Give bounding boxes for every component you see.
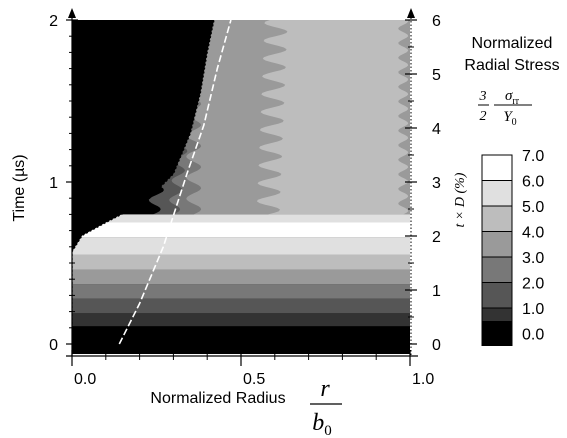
- colorbar-title-line1: Normalized: [472, 35, 553, 52]
- y-right-tick-label: 4: [432, 121, 441, 138]
- colorbar-level-label: 6.0: [522, 174, 544, 191]
- x-fraction-den-symbol: b: [312, 410, 324, 436]
- axes: [66, 8, 418, 357]
- x-tick-label: 0.5: [243, 371, 265, 388]
- colorbar-level-label: 5.0: [522, 199, 544, 216]
- contour-band-8: [72, 214, 410, 223]
- y-right-tick-label: 2: [432, 229, 441, 246]
- y-right-tick-label: 3: [432, 175, 441, 192]
- formula-numerator: σrr: [505, 88, 520, 107]
- x-axis-fraction: r b0: [310, 376, 342, 438]
- y-left-tick-label: 2: [49, 13, 58, 30]
- contour-front-2: [398, 20, 410, 215]
- colorbar-level-label: 0.0: [522, 327, 544, 344]
- x-fraction-denominator: b0: [312, 410, 332, 438]
- formula-y-subscript: 0: [512, 117, 517, 128]
- y-right-tick-label: 6: [432, 13, 441, 30]
- y-right-tick-label: 5: [432, 67, 441, 84]
- formula-y: Y: [503, 109, 513, 125]
- x-fraction-den-subscript: 0: [324, 423, 332, 438]
- contour-band-3: [72, 284, 410, 299]
- formula-denominator: Y0: [503, 109, 516, 128]
- colorbar-title-line2: Radial Stress: [464, 57, 559, 74]
- colorbar-level-label: 1.0: [522, 301, 544, 318]
- x-tick-label: 0.0: [74, 371, 96, 388]
- overlay-line-dashed: [118, 20, 232, 345]
- left-axis-arrow: [68, 8, 76, 18]
- formula-sigma: σ: [505, 88, 513, 104]
- colorbar-level-label: 3.0: [522, 250, 544, 267]
- x-tick-label: 1.0: [412, 371, 434, 388]
- x-axis-label: Normalized Radius: [150, 390, 285, 407]
- right-axis-arrow: [407, 8, 415, 18]
- contour-band-7: [72, 222, 410, 238]
- formula-coef-denominator: 2: [480, 109, 487, 124]
- formula-coef-numerator: 3: [479, 89, 487, 104]
- contour-band-2: [72, 298, 410, 314]
- axis-ticks: 0 1 2 0 1 2 3 4 5 6 0.0 0.5 1.0: [49, 13, 441, 388]
- cavity-region: [72, 20, 214, 344]
- contour-band-6: [72, 237, 410, 255]
- colorbar: 7.0 6.0 5.0 4.0 3.0 2.0 1.0 0.0: [481, 148, 544, 346]
- contour-band-4: [72, 269, 410, 285]
- contour-band-1: [72, 313, 410, 327]
- colorbar-level-label: 2.0: [522, 276, 544, 293]
- colorbar-level-label: 4.0: [522, 225, 544, 242]
- colorbar-swatch: [481, 231, 513, 258]
- contour-base-strip: [72, 332, 410, 354]
- colorbar-swatch-base: [481, 321, 513, 346]
- y-left-tick-label: 1: [49, 175, 58, 192]
- colorbar-swatch: [481, 205, 513, 232]
- y-axis-label-left: Time (µs): [11, 154, 28, 221]
- stress-contour-map: [72, 20, 410, 354]
- y-right-tick-label: 0: [432, 337, 441, 354]
- y-axis-label-right: t × D (%): [453, 172, 468, 227]
- colorbar-level-label: 7.0: [522, 148, 544, 165]
- x-fraction-numerator: r: [320, 376, 330, 402]
- colorbar-swatch: [481, 180, 513, 207]
- colorbar-swatch: [481, 154, 513, 181]
- formula-sigma-subscript: rr: [512, 96, 519, 107]
- y-right-tick-label: 1: [432, 283, 441, 300]
- colorbar-formula: 3 2 σrr Y0: [478, 88, 532, 128]
- colorbar-swatch: [481, 282, 513, 309]
- colorbar-swatch: [481, 256, 513, 283]
- contour-band-5: [72, 254, 410, 270]
- overlay-lines: [72, 20, 232, 345]
- contour-front-1: [256, 20, 410, 215]
- overlay-line-dotted: [72, 20, 215, 344]
- y-left-tick-label: 0: [49, 337, 58, 354]
